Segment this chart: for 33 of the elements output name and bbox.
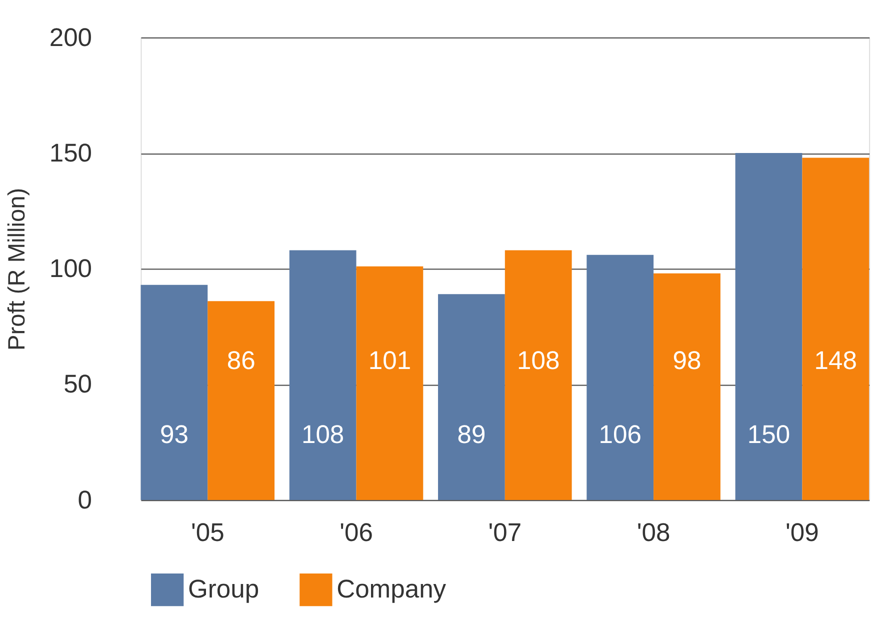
- bar: [735, 153, 802, 500]
- y-tick-label: 50: [64, 370, 92, 399]
- data-label: 106: [598, 421, 642, 450]
- data-label: 101: [368, 347, 412, 376]
- data-label: 108: [517, 347, 560, 376]
- bar: [802, 158, 870, 500]
- data-label: 148: [814, 347, 857, 376]
- bar: [504, 250, 572, 500]
- y-tick-label: 200: [49, 24, 92, 52]
- bar: [586, 254, 654, 500]
- y-tick-label: 0: [78, 486, 92, 514]
- x-tick-label: '08: [636, 518, 670, 547]
- legend-label: Group: [188, 576, 260, 604]
- data-label: 150: [747, 421, 790, 450]
- bar: [654, 273, 720, 500]
- bar: [438, 294, 505, 500]
- data-label: 86: [226, 347, 256, 376]
- legend-label: Company: [336, 576, 446, 604]
- bar: [140, 284, 208, 500]
- y-tick-label: 100: [49, 255, 92, 284]
- data-label: 93: [160, 421, 188, 450]
- x-tick-label: '09: [786, 518, 819, 547]
- x-tick-label: '05: [190, 518, 224, 547]
- x-tick-label: '07: [488, 518, 522, 547]
- bar: [289, 250, 356, 500]
- data-label: 98: [672, 347, 702, 376]
- data-label: 89: [457, 421, 486, 450]
- y-tick-label: 150: [49, 139, 92, 168]
- bar: [356, 266, 424, 500]
- data-label: 108: [301, 421, 344, 450]
- y-axis-title: Proft (R Million): [4, 188, 31, 351]
- x-tick-label: '06: [340, 518, 373, 547]
- bar: [208, 301, 275, 500]
